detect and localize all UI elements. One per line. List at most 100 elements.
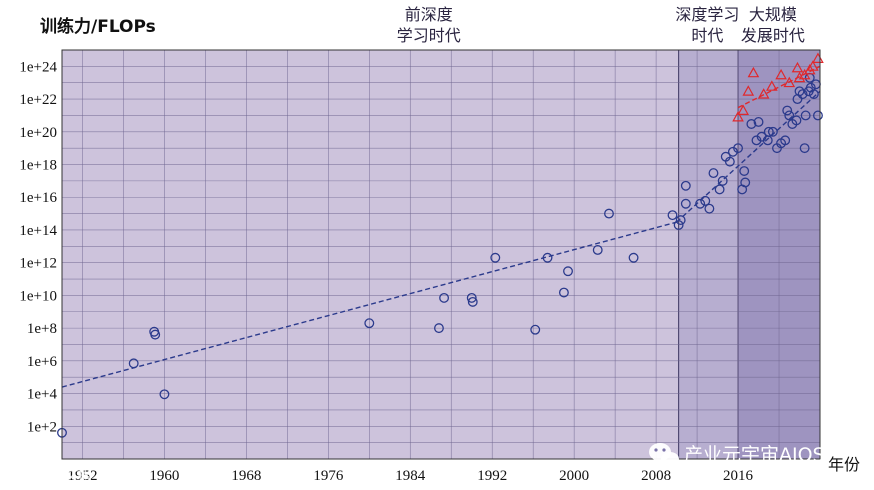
data-point-circle	[128, 358, 139, 369]
weibo-icon	[5, 467, 19, 481]
data-point-circle	[467, 296, 478, 307]
data-point-triangle	[803, 63, 816, 75]
y-tick-label: 1e+10	[19, 288, 57, 304]
data-point-circle	[604, 208, 614, 219]
data-point-circle	[724, 156, 735, 167]
data-point-circle	[714, 184, 725, 195]
data-point-circle	[150, 329, 161, 340]
x-tick-label: 1992	[477, 468, 507, 484]
y-tick-label: 1e+12	[19, 256, 57, 272]
data-point-circle	[800, 110, 811, 121]
data-point-circle	[708, 168, 719, 179]
data-point-circle	[628, 252, 639, 263]
data-point-circle	[680, 180, 691, 191]
data-point-circle	[808, 89, 819, 100]
data-point-triangle	[742, 85, 755, 96]
era-label: 时代	[691, 26, 723, 45]
watermark-right: 产业元宇宙AIOS	[649, 443, 825, 466]
data-point-circle	[466, 292, 477, 303]
data-point-triangle	[783, 76, 796, 88]
era-bands	[62, 50, 820, 459]
data-point-circle	[767, 126, 778, 137]
x-tick-labels: 1952 1960 1968 1976 1984 1992 2000 2008 2016	[67, 468, 753, 484]
y-tick-label: 1e+4	[27, 387, 58, 403]
data-point-circle	[695, 198, 706, 209]
data-point-triangle	[775, 68, 787, 80]
data-point-circle	[799, 143, 810, 154]
data-point-circle	[797, 89, 808, 100]
data-point-circle	[717, 175, 728, 186]
data-point-circle	[558, 287, 569, 298]
data-point-circle	[563, 266, 573, 277]
data-point-circle	[542, 252, 553, 263]
data-point-triangle	[791, 61, 804, 73]
x-tick-label: 1960	[149, 468, 179, 484]
y-tick-label: 1e+6	[27, 354, 58, 370]
data-point-circle	[667, 210, 678, 221]
y-tick-label: 1e+20	[19, 125, 57, 141]
data-point-circle	[739, 166, 750, 176]
data-point-circle	[159, 389, 170, 400]
data-point-triangle	[798, 68, 811, 80]
y-axis-label: 训练力/FLOPs	[40, 16, 156, 37]
watermark-right-text: 产业元宇宙AIOS	[684, 444, 825, 466]
data-point-circle	[813, 110, 823, 121]
era-label: 大规模	[749, 5, 797, 24]
y-tick-label: 1e+16	[19, 190, 57, 206]
y-tick-label: 1e+2	[27, 419, 57, 435]
data-point-circle	[490, 252, 501, 263]
data-point-triangle	[793, 71, 806, 83]
data-point-triangle	[766, 80, 778, 91]
era-label: 学习时代	[397, 26, 461, 45]
era-band	[62, 50, 679, 459]
data-point-circle	[746, 119, 757, 129]
data-point-triangle	[737, 104, 749, 115]
data-point-circle	[434, 323, 444, 334]
data-point-circle	[700, 195, 711, 206]
x-tick-label: 1984	[395, 468, 426, 484]
y-tick-label: 1e+14	[19, 223, 57, 239]
era-label: 深度学习	[675, 5, 739, 24]
x-axis-label: 年份	[828, 455, 860, 474]
trend-line	[61, 221, 677, 388]
watermark-left: 大数据文摘	[5, 467, 92, 484]
watermark-left-text: 大数据文摘	[22, 467, 92, 484]
wechat-icon	[649, 443, 679, 466]
x-tick-label: 2016	[723, 468, 754, 484]
data-point-circle	[675, 215, 686, 226]
data-point-circle	[704, 203, 715, 214]
plot-frame	[61, 49, 821, 460]
x-tick-label: 2000	[559, 468, 589, 484]
data-point-circle	[740, 177, 751, 188]
y-tick-label: 1e+18	[19, 158, 57, 174]
data-point-circle	[592, 244, 603, 255]
data-point-circle	[439, 292, 450, 303]
data-point-circle	[791, 115, 802, 126]
data-point-circle	[364, 318, 375, 329]
era-label: 前深度	[405, 5, 453, 24]
data-point-triangle	[747, 66, 760, 78]
y-tick-label: 1e+22	[19, 92, 57, 108]
data-point-circle	[784, 110, 795, 121]
data-point-circle	[792, 94, 803, 105]
data-point-circle	[733, 143, 744, 154]
data-point-circle	[673, 220, 684, 230]
data-point-triangle	[757, 88, 770, 99]
x-tick-label: 2008	[641, 468, 671, 484]
x-tick-label: 1968	[231, 468, 261, 484]
y-tick-label: 1e+8	[27, 321, 57, 337]
data-point-circle	[753, 117, 764, 127]
x-tick-label: 1976	[313, 468, 344, 484]
era-label: 发展时代	[741, 26, 805, 45]
y-tick-labels: 1e+2 1e+4 1e+6 1e+8 1e+10 1e+12 1e+14 1e+16 1e+1…	[19, 59, 57, 435]
data-point-circle	[780, 135, 791, 146]
data-point-circle	[530, 324, 541, 335]
y-tick-label: 1e+24	[19, 59, 57, 75]
data-point-triangle	[732, 110, 744, 122]
data-point-circle	[763, 126, 774, 137]
x-tick-label: 1952	[67, 468, 97, 484]
data-point-circle	[805, 82, 816, 93]
data-point-circle	[782, 105, 793, 116]
